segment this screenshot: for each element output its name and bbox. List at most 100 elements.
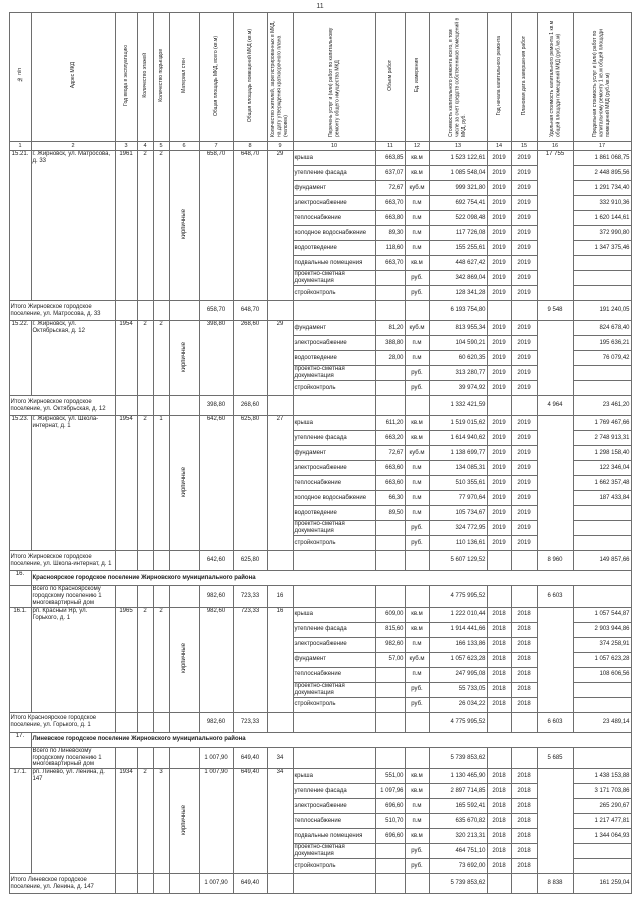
work-name-cell: утепление фасада <box>292 165 376 181</box>
work-row: фундамент 72,67 куб.м 1 138 699,77 2019 2019 1… <box>9 445 632 461</box>
work-unit-cell: руб. <box>404 270 430 286</box>
work-volume-cell: 89,30 <box>374 225 406 241</box>
empty-cell <box>136 300 154 321</box>
work-unit-cell: п.м <box>404 460 430 476</box>
work-end-date-cell: 2018 <box>510 606 538 623</box>
work-unit-cell: руб. <box>404 681 430 698</box>
row-number: 17.1. <box>8 768 32 875</box>
work-start-year-cell: 2018 <box>486 843 512 860</box>
column-header-text: Материал стен <box>180 58 187 93</box>
floors-cell: 2 <box>136 415 154 551</box>
empty-cell <box>374 300 406 321</box>
work-name-cell: водоотведение <box>292 505 376 521</box>
work-limit-cost-cell <box>572 270 632 286</box>
empty-cell <box>168 746 200 770</box>
area-total-cell: 1 007,90 <box>198 768 234 875</box>
work-limit-cost-cell: 122 346,04 <box>572 460 632 476</box>
work-cost-cell: 448 627,42 <box>428 255 488 271</box>
floors-cell: 2 <box>136 150 154 301</box>
year-built-cell: 1965 <box>114 606 138 713</box>
total-row: Итого Линевское городское поселение, ул.… <box>8 873 632 895</box>
column-header: Количество жителей, зарегистрированных в… <box>266 12 294 142</box>
work-limit-cost-cell: 1 057 623,28 <box>572 651 632 668</box>
work-end-date-cell: 2019 <box>510 535 538 551</box>
empty-cell <box>152 711 170 733</box>
empty-cell <box>266 300 294 321</box>
column-number: 8 <box>232 141 268 151</box>
work-limit-cost-cell: 3 171 703,86 <box>572 783 632 800</box>
area-premises-cell: 648,70 <box>232 300 268 321</box>
column-number: 1 <box>8 141 32 151</box>
area-premises-cell: 649,40 <box>232 873 268 895</box>
work-limit-cost-cell <box>572 380 632 396</box>
work-start-year-cell: 2019 <box>486 460 512 476</box>
summary-label: Всего по Линевскому городскому поселению… <box>30 746 116 770</box>
unit-cost-cell <box>536 415 574 551</box>
work-limit-cost-cell: 374 258,91 <box>572 636 632 653</box>
work-volume-cell: 663,20 <box>374 430 406 446</box>
column-header-text: Плановая дата завершения работ <box>520 35 527 116</box>
empty-cell <box>486 746 512 770</box>
residents-cell: 16 <box>266 585 294 608</box>
work-row: стройконтроль руб. 128 341,28 2019 2019 <box>9 285 632 301</box>
work-start-year-cell: 2018 <box>486 696 512 713</box>
work-cost-cell: 1 914 441,66 <box>428 621 488 638</box>
work-end-date-cell: 2018 <box>510 651 538 668</box>
work-limit-cost-cell: 187 433,84 <box>572 490 632 506</box>
work-row: теплоснабжение п.м 247 995,08 2018 2018 108 6… <box>9 666 632 683</box>
work-end-date-cell: 2019 <box>510 195 538 211</box>
empty-cell <box>114 395 138 416</box>
section-row: 16. Красноярское городское поселение Жирн… <box>8 570 632 586</box>
empty-cell <box>152 873 170 895</box>
work-cost-cell: 1 130 465,90 <box>428 768 488 785</box>
column-header-text: Объем работ <box>386 60 393 91</box>
work-unit-cell: руб. <box>404 696 430 713</box>
work-cost-cell: 1 519 015,62 <box>428 415 488 431</box>
work-unit-cell: кв.м <box>404 783 430 800</box>
work-end-date-cell: 2019 <box>510 460 538 476</box>
work-unit-cell: п.м <box>404 798 430 815</box>
work-end-date-cell: 2019 <box>510 490 538 506</box>
work-start-year-cell: 2018 <box>486 666 512 683</box>
empty-cell <box>266 550 294 571</box>
work-limit-cost-cell: 2 448 895,56 <box>572 165 632 181</box>
work-name-cell: стройконтроль <box>292 285 376 301</box>
work-limit-cost-cell: 1 438 153,88 <box>572 768 632 785</box>
work-limit-cost-cell: 2 903 944,86 <box>572 621 632 638</box>
work-start-year-cell: 2019 <box>486 225 512 241</box>
year-built-cell: 1961 <box>114 150 138 301</box>
unit-cost-cell: 6 603 <box>536 711 574 733</box>
work-name-cell: крыша <box>292 606 376 623</box>
empty-cell <box>404 395 430 416</box>
work-limit-cost-cell: 1 620 144,61 <box>572 210 632 226</box>
work-unit-cell: п.м <box>404 490 430 506</box>
empty-cell <box>168 550 200 571</box>
work-cost-cell: 165 592,41 <box>428 798 488 815</box>
work-volume-cell: 611,20 <box>374 415 406 431</box>
column-number: 16 <box>536 141 574 151</box>
work-volume-cell: 1 097,96 <box>374 783 406 800</box>
empty-cell <box>404 550 430 571</box>
work-cost-cell: 39 974,92 <box>428 380 488 396</box>
work-name-cell: теплоснабжение <box>292 666 376 683</box>
entrances-cell: 2 <box>152 320 170 396</box>
work-start-year-cell: 2019 <box>486 320 512 336</box>
work-name-cell: подвальные помещения <box>292 828 376 845</box>
work-end-date-cell: 2019 <box>510 165 538 181</box>
work-limit-cost-cell: 372 990,80 <box>572 225 632 241</box>
repair-table: № п/п Адрес МКД Год ввода в эксплуатацию Ко… <box>8 12 632 895</box>
work-volume-cell <box>374 285 406 301</box>
work-name-cell: стройконтроль <box>292 380 376 396</box>
work-volume-cell: 72,67 <box>374 180 406 196</box>
work-name-cell: электроснабжение <box>292 636 376 653</box>
work-name-cell: холодное водоснабжение <box>292 490 376 506</box>
work-unit-cell: п.м <box>404 636 430 653</box>
work-volume-cell: 663,85 <box>374 150 406 166</box>
total-label: Итого Жирновское городское поселение, ул… <box>8 395 116 416</box>
unit-cost-cell <box>536 768 574 875</box>
work-start-year-cell: 2019 <box>486 195 512 211</box>
row-number: 16.1. <box>8 606 32 713</box>
row-number: 15.22. <box>8 320 32 396</box>
area-total-cell: 982,60 <box>198 711 234 733</box>
work-limit-cost-cell: 1 347 375,46 <box>572 240 632 256</box>
